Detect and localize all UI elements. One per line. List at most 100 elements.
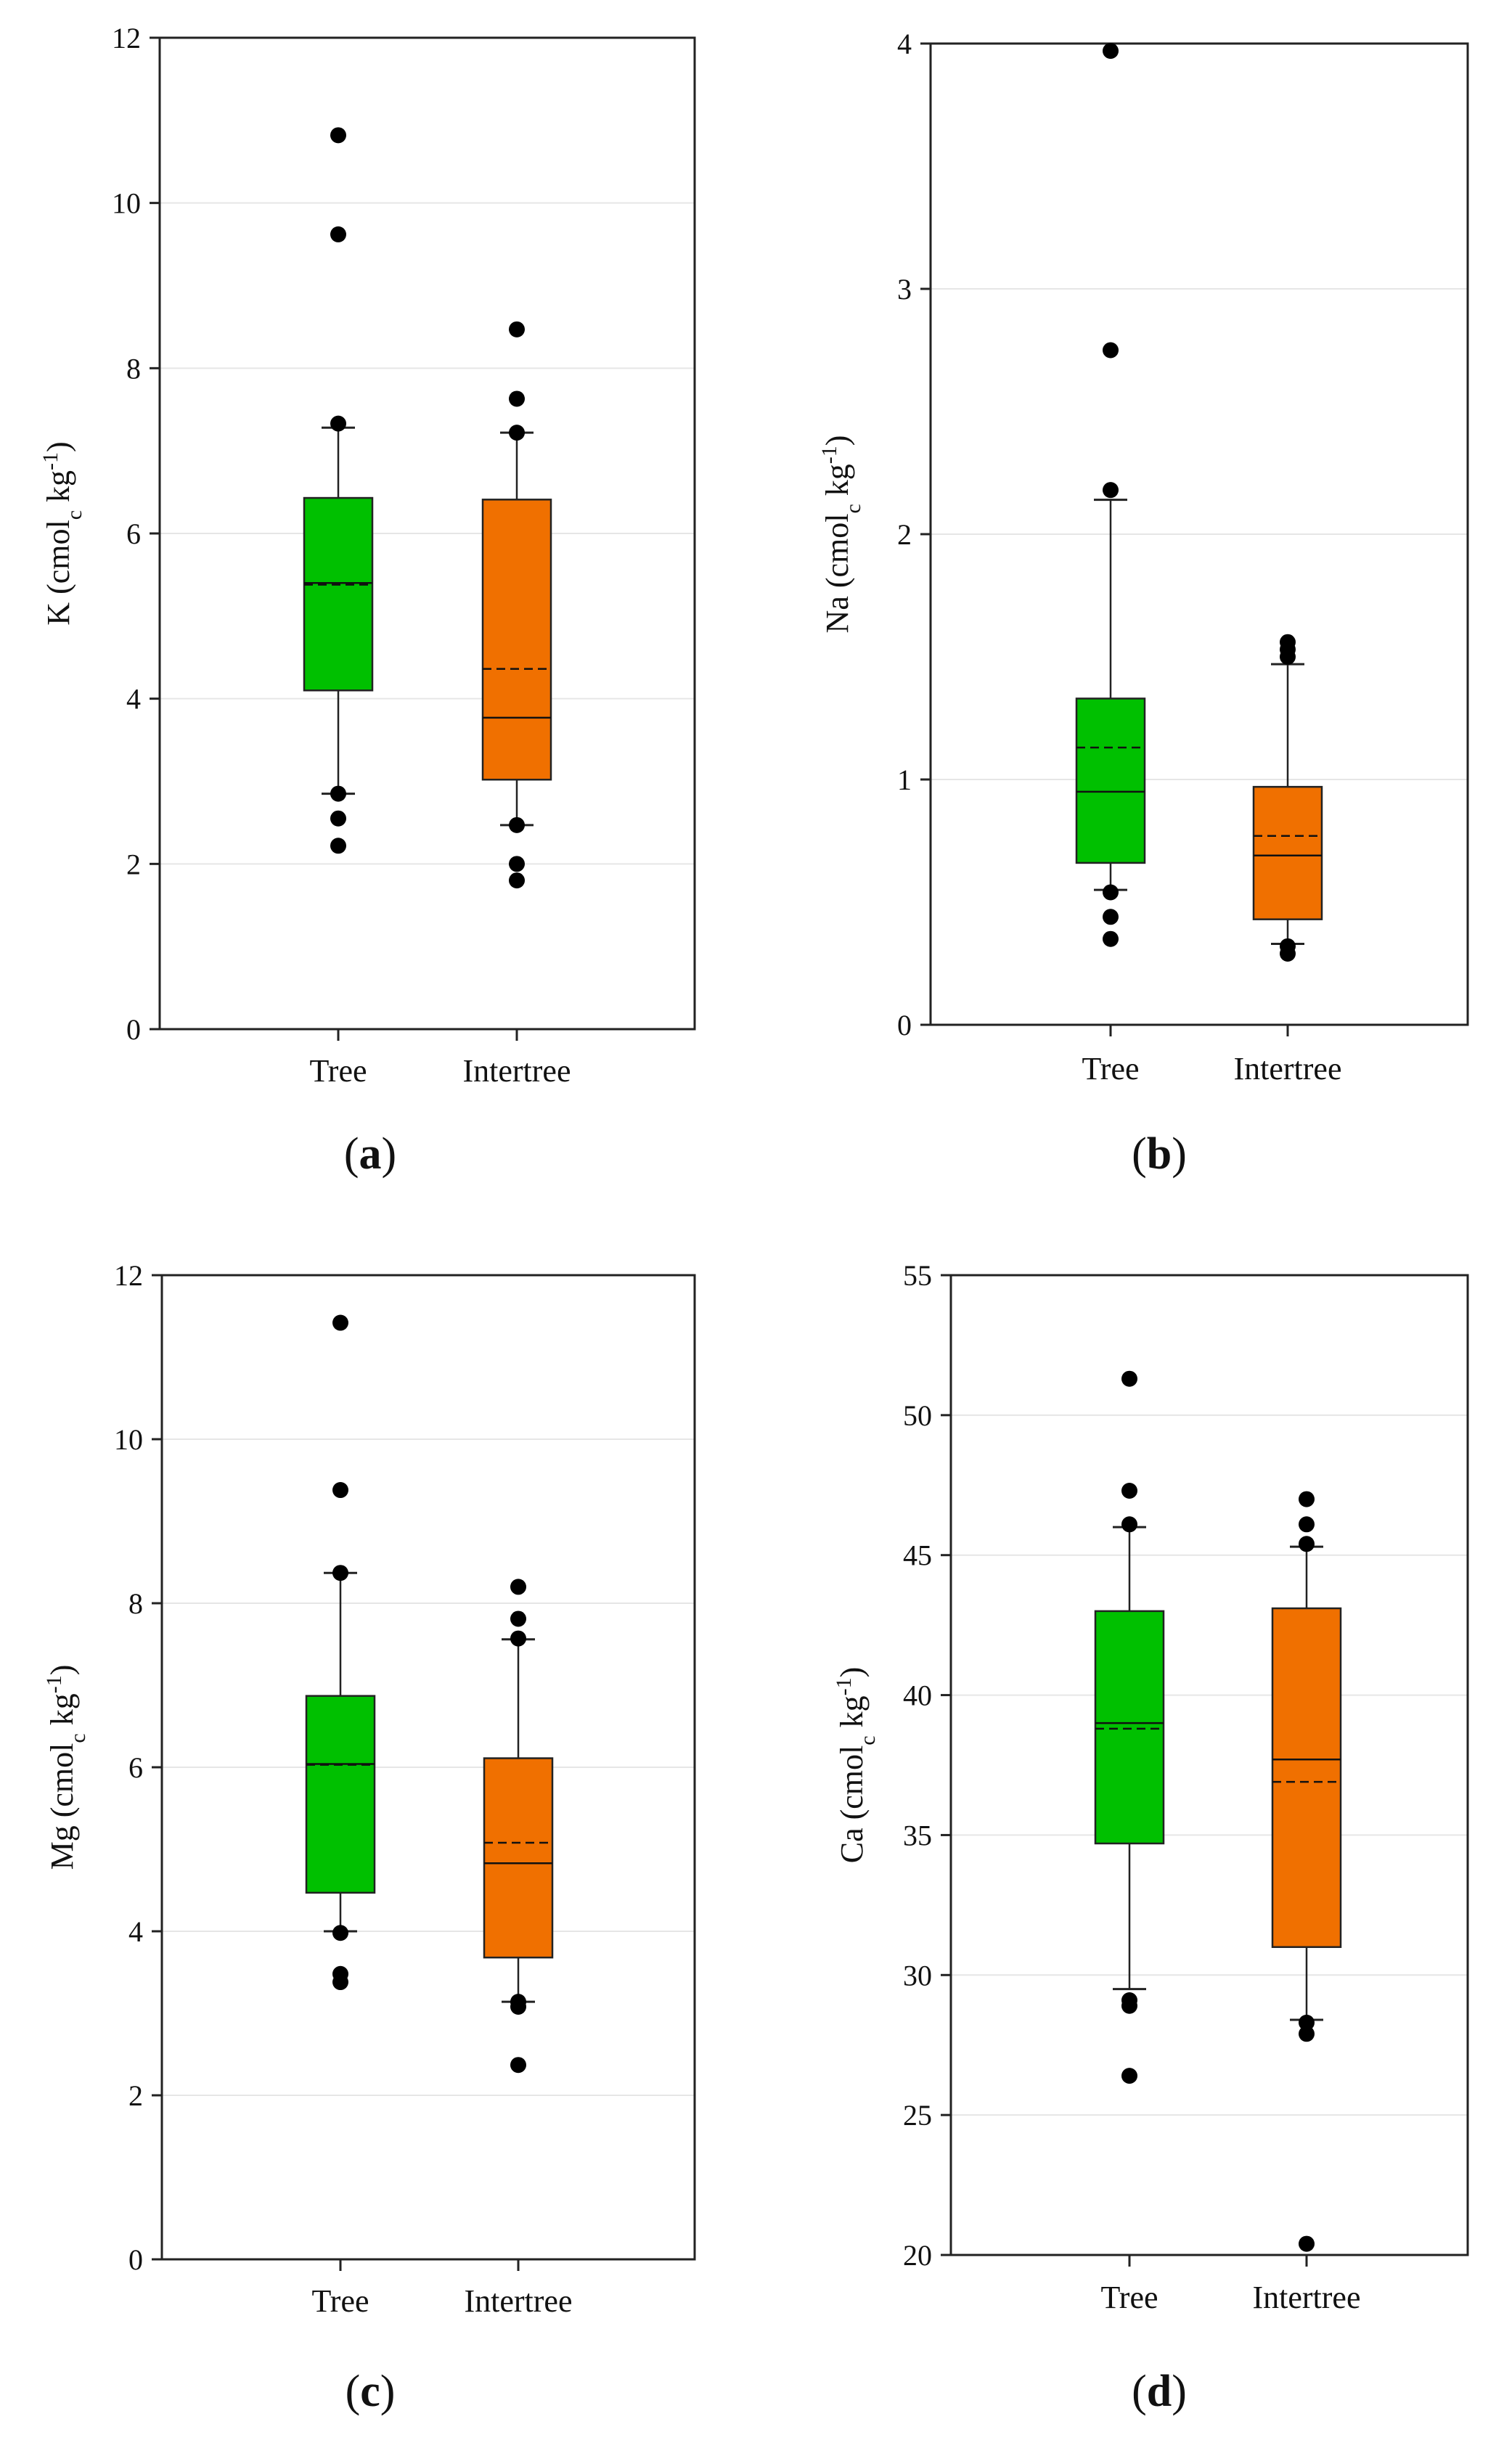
y-tick-label: 10 bbox=[112, 187, 141, 220]
panel-label-letter: d bbox=[1147, 2367, 1172, 2416]
y-tick-label: 45 bbox=[903, 1539, 932, 1572]
panel-label-letter: b bbox=[1147, 1129, 1172, 1179]
outlier-point bbox=[1299, 1516, 1315, 1533]
panel-label: (c) bbox=[346, 2367, 396, 2416]
y-tick-label: 6 bbox=[128, 1751, 143, 1784]
iqr-box bbox=[481, 499, 552, 781]
x-category-label: Intertree bbox=[463, 1053, 571, 1089]
y-tick-label: 6 bbox=[126, 517, 141, 550]
outlier-point bbox=[332, 1314, 348, 1331]
y-axis-label-end: ) bbox=[44, 1665, 80, 1676]
box-intertree bbox=[481, 321, 552, 889]
y-axis-label-sup: -1 bbox=[42, 1675, 66, 1693]
outlier-point bbox=[1299, 2014, 1315, 2031]
outlier-point bbox=[330, 127, 346, 144]
outlier-point bbox=[330, 226, 346, 242]
y-axis-label-mid: kg bbox=[41, 470, 76, 510]
outlier-point bbox=[509, 816, 525, 833]
outlier-point bbox=[1280, 634, 1296, 650]
y-axis-label-mid: kg bbox=[820, 464, 855, 504]
outlier-point bbox=[1121, 1516, 1137, 1533]
y-tick-label: 25 bbox=[903, 2099, 932, 2132]
y-tick-label: 55 bbox=[903, 1259, 932, 1292]
outlier-point bbox=[1103, 930, 1119, 947]
plot-frame bbox=[949, 1274, 1469, 2256]
x-category-label: Intertree bbox=[1253, 2280, 1361, 2315]
x-category-label: Tree bbox=[1082, 1051, 1139, 1086]
y-axis-label-mid: kg bbox=[44, 1693, 80, 1733]
outlier-point bbox=[332, 1925, 348, 1941]
panel-label-open: ( bbox=[344, 1129, 359, 1179]
y-axis-label: Ca (cmolc kg-1) bbox=[832, 1667, 880, 1864]
outlier-point bbox=[1103, 909, 1119, 925]
y-axis-label-end: ) bbox=[41, 441, 76, 452]
outlier-point bbox=[1121, 1483, 1137, 1499]
y-axis-label-sup: -1 bbox=[832, 1677, 856, 1695]
panel-label-close: ) bbox=[380, 2367, 396, 2416]
y-tick-label: 8 bbox=[126, 352, 141, 385]
y-tick-label: 4 bbox=[897, 28, 912, 60]
x-category-label: Tree bbox=[311, 2283, 369, 2319]
x-category-label: Intertree bbox=[465, 2283, 573, 2319]
y-axis-label: Mg (cmolc kg-1) bbox=[42, 1665, 90, 1870]
y-tick-label: 40 bbox=[903, 1679, 932, 1712]
y-axis-label-base: K (cmol bbox=[41, 520, 76, 625]
panel-label-letter: a bbox=[359, 1129, 382, 1179]
y-tick-label: 4 bbox=[126, 683, 141, 716]
box-intertree bbox=[1271, 1491, 1342, 2252]
outlier-point bbox=[330, 415, 346, 432]
y-axis-label: Na (cmolc kg-1) bbox=[817, 435, 865, 634]
outlier-point bbox=[509, 321, 525, 337]
outlier-point bbox=[1280, 938, 1296, 954]
outlier-point bbox=[1121, 2068, 1137, 2084]
chart-panel-d: 20 25 30 35 40 45 50 55 Tree Intertree Ca (cmolc k… bbox=[832, 1259, 1469, 2416]
outlier-point bbox=[1103, 342, 1119, 359]
outlier-point bbox=[330, 838, 346, 854]
iqr-box bbox=[1252, 785, 1323, 920]
outlier-point bbox=[330, 810, 346, 827]
panel-label: (d) bbox=[1132, 2367, 1187, 2416]
outlier-point bbox=[510, 1994, 526, 2010]
y-axis-label-sup: -1 bbox=[817, 446, 841, 464]
x-category-label: Tree bbox=[309, 1053, 367, 1089]
box-intertree bbox=[483, 1579, 554, 2074]
outlier-point bbox=[510, 2057, 526, 2074]
panel-label-close: ) bbox=[1172, 1129, 1187, 1179]
iqr-box bbox=[1271, 1607, 1342, 1948]
y-axis-label-sup: -1 bbox=[38, 452, 62, 470]
y-tick-label: 0 bbox=[128, 2243, 143, 2276]
y-tick-label: 2 bbox=[126, 848, 141, 880]
y-tick-label: 2 bbox=[128, 2079, 143, 2112]
outlier-point bbox=[332, 1482, 348, 1499]
outlier-point bbox=[510, 1610, 526, 1627]
box-tree bbox=[303, 127, 374, 854]
y-axis-label-sub: c bbox=[841, 504, 865, 513]
outlier-point bbox=[332, 1965, 348, 1982]
y-tick-label: 3 bbox=[897, 273, 912, 306]
y-tick-label: 8 bbox=[128, 1587, 143, 1620]
panel-label-open: ( bbox=[1132, 2367, 1147, 2416]
y-tick-label: 10 bbox=[114, 1423, 143, 1456]
iqr-box bbox=[303, 496, 374, 692]
outlier-point bbox=[509, 872, 525, 889]
y-axis-label-base: Na (cmol bbox=[820, 514, 855, 634]
y-tick-label: 0 bbox=[897, 1009, 912, 1041]
outlier-point bbox=[1121, 1992, 1137, 2008]
outlier-point bbox=[1299, 1536, 1315, 1552]
panel-label-letter: c bbox=[360, 2367, 380, 2416]
outlier-point bbox=[1103, 482, 1119, 499]
y-tick-label: 50 bbox=[903, 1399, 932, 1432]
y-axis-label-base: Ca (cmol bbox=[834, 1745, 870, 1864]
y-tick-label: 30 bbox=[903, 1959, 932, 1992]
box-tree bbox=[1094, 1370, 1165, 2084]
y-tick-label: 35 bbox=[903, 1819, 932, 1851]
y-axis-label-mid: kg bbox=[834, 1695, 870, 1735]
iqr-box bbox=[305, 1695, 376, 1894]
panel-label-open: ( bbox=[1132, 1129, 1147, 1179]
x-category-label: Tree bbox=[1100, 2280, 1158, 2315]
y-tick-label: 2 bbox=[897, 518, 912, 551]
panel-label: (b) bbox=[1132, 1129, 1187, 1179]
